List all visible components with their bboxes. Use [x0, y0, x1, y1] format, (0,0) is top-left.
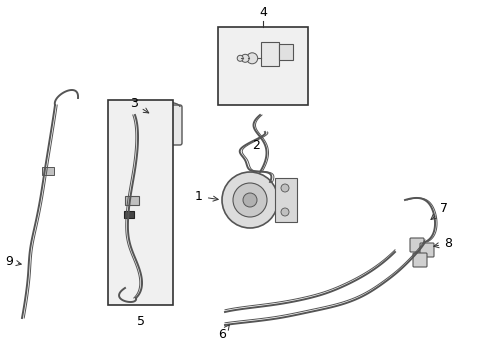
FancyBboxPatch shape: [419, 243, 433, 257]
Bar: [261, 42, 279, 66]
Bar: [42, 167, 54, 175]
Text: 8: 8: [433, 237, 451, 250]
Circle shape: [237, 55, 243, 61]
Bar: [218, 27, 307, 105]
Text: 5: 5: [136, 315, 144, 328]
Text: 1: 1: [195, 190, 218, 203]
Circle shape: [246, 53, 257, 64]
FancyBboxPatch shape: [409, 238, 423, 252]
Text: 9: 9: [5, 255, 21, 268]
FancyBboxPatch shape: [148, 105, 182, 145]
Text: 2: 2: [251, 139, 259, 152]
Circle shape: [222, 172, 278, 228]
Bar: [125, 196, 139, 205]
Circle shape: [281, 184, 288, 192]
Circle shape: [241, 54, 249, 62]
Circle shape: [232, 183, 266, 217]
Text: 4: 4: [259, 6, 266, 19]
Circle shape: [281, 208, 288, 216]
Bar: [108, 100, 173, 305]
Text: 6: 6: [218, 325, 229, 341]
Text: 7: 7: [430, 202, 447, 220]
Bar: [274, 178, 296, 222]
FancyBboxPatch shape: [412, 253, 426, 267]
Text: 3: 3: [130, 97, 148, 113]
Bar: [124, 211, 134, 218]
Circle shape: [243, 193, 257, 207]
Bar: [279, 44, 293, 60]
